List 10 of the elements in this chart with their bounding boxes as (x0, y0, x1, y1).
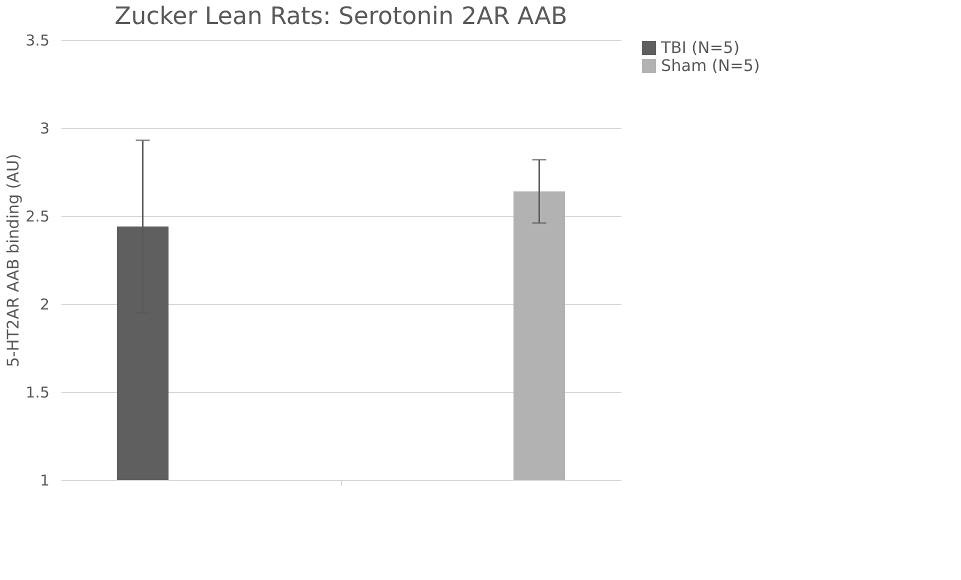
chart-title: Zucker Lean Rats: Serotonin 2AR AAB (114, 2, 568, 30)
legend-label: TBI (N=5) (660, 38, 740, 57)
y-tick-label: 2.5 (26, 208, 50, 226)
y-tick-label: 2 (40, 296, 50, 314)
y-tick-label: 3.5 (26, 32, 50, 50)
y-axis-title: 5-HT2AR AAB binding (AU) (4, 154, 23, 368)
legend-label: Sham (N=5) (661, 56, 760, 75)
y-tick-label: 3 (40, 120, 50, 138)
y-tick-label: 1 (40, 472, 50, 490)
y-tick-label: 1.5 (26, 384, 50, 402)
